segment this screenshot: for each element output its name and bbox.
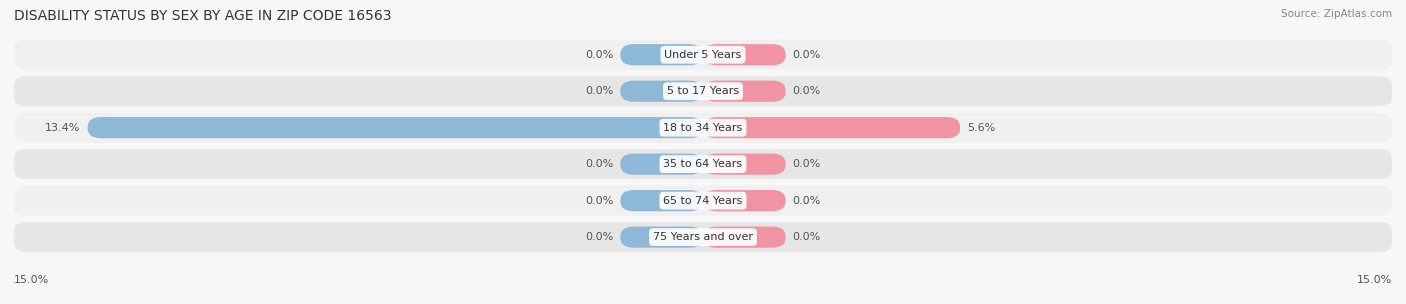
Text: 0.0%: 0.0% [585, 159, 613, 169]
Text: 0.0%: 0.0% [793, 196, 821, 206]
FancyBboxPatch shape [14, 76, 1392, 106]
FancyBboxPatch shape [703, 226, 786, 248]
Text: 0.0%: 0.0% [585, 232, 613, 242]
FancyBboxPatch shape [620, 44, 703, 65]
FancyBboxPatch shape [620, 190, 703, 211]
Text: 5 to 17 Years: 5 to 17 Years [666, 86, 740, 96]
Text: 13.4%: 13.4% [45, 123, 80, 133]
FancyBboxPatch shape [703, 81, 786, 102]
Text: Under 5 Years: Under 5 Years [665, 50, 741, 60]
Text: 35 to 64 Years: 35 to 64 Years [664, 159, 742, 169]
FancyBboxPatch shape [703, 44, 786, 65]
Text: 75 Years and over: 75 Years and over [652, 232, 754, 242]
FancyBboxPatch shape [14, 186, 1392, 216]
FancyBboxPatch shape [703, 190, 786, 211]
Text: 0.0%: 0.0% [585, 86, 613, 96]
FancyBboxPatch shape [703, 117, 960, 138]
FancyBboxPatch shape [14, 40, 1392, 70]
FancyBboxPatch shape [14, 149, 1392, 179]
Text: 15.0%: 15.0% [14, 275, 49, 285]
Text: Source: ZipAtlas.com: Source: ZipAtlas.com [1281, 9, 1392, 19]
FancyBboxPatch shape [620, 226, 703, 248]
FancyBboxPatch shape [620, 81, 703, 102]
Text: 0.0%: 0.0% [793, 159, 821, 169]
Text: 15.0%: 15.0% [1357, 275, 1392, 285]
Text: 0.0%: 0.0% [585, 50, 613, 60]
Text: 18 to 34 Years: 18 to 34 Years [664, 123, 742, 133]
Text: 0.0%: 0.0% [793, 86, 821, 96]
Text: 0.0%: 0.0% [793, 50, 821, 60]
Text: 0.0%: 0.0% [585, 196, 613, 206]
FancyBboxPatch shape [14, 113, 1392, 143]
Text: 5.6%: 5.6% [967, 123, 995, 133]
Text: 0.0%: 0.0% [793, 232, 821, 242]
Text: DISABILITY STATUS BY SEX BY AGE IN ZIP CODE 16563: DISABILITY STATUS BY SEX BY AGE IN ZIP C… [14, 9, 391, 23]
FancyBboxPatch shape [87, 117, 703, 138]
FancyBboxPatch shape [14, 222, 1392, 252]
Text: 65 to 74 Years: 65 to 74 Years [664, 196, 742, 206]
FancyBboxPatch shape [703, 154, 786, 175]
FancyBboxPatch shape [620, 154, 703, 175]
